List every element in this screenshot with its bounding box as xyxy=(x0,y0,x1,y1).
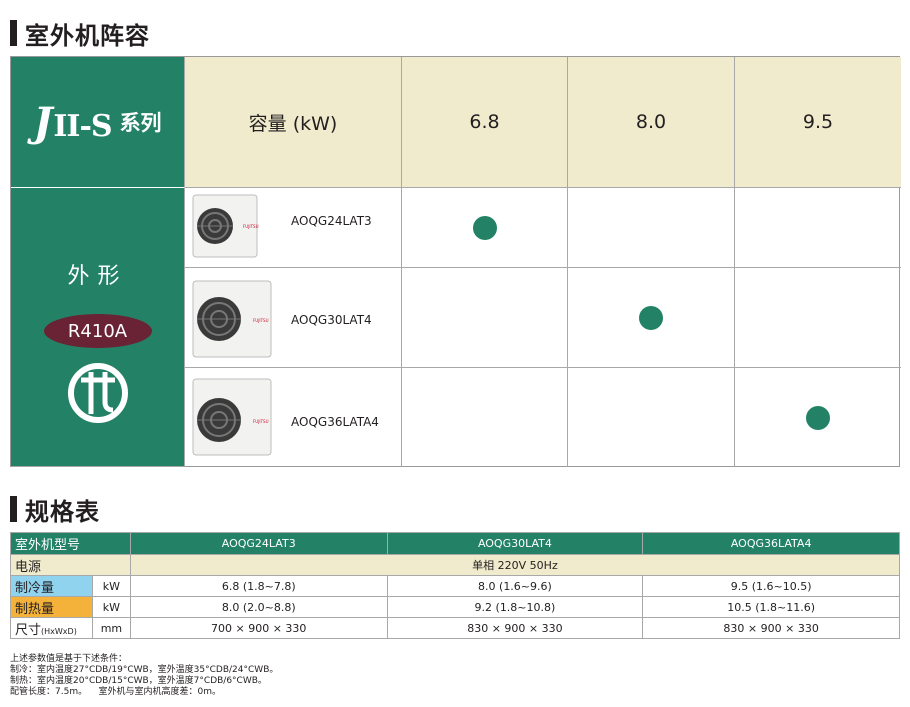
size-label: 尺寸 xyxy=(15,622,42,638)
dot-cell xyxy=(568,368,735,467)
heating-value: 10.5 (1.8~11.6) xyxy=(642,596,900,618)
size-row: 尺寸(HxWxD) mm 700 × 900 × 330 830 × 900 ×… xyxy=(10,617,900,639)
series-suffix: 系列 xyxy=(119,111,162,135)
model-name: AOQG36LATA4 xyxy=(291,415,379,429)
lineup-title-text: 室外机阵容 xyxy=(25,21,150,50)
note-line: 配管长度：7.5m。 室外机与室内机高度差：0m。 xyxy=(10,687,222,697)
dot-cell xyxy=(402,188,568,268)
spec-section-title: 规格表 xyxy=(10,494,100,526)
dot-cell xyxy=(568,188,735,268)
lineup-section-title: 室外机阵容 xyxy=(10,18,150,50)
cooling-unit: kW xyxy=(91,575,131,597)
size-value: 830 × 900 × 330 xyxy=(386,617,644,639)
note-line: 制冷：室内温度27°CDB/19°CWB，室外温度35°CDB/24°CWB。 xyxy=(10,665,279,675)
model-header-label: 室外机型号 xyxy=(10,532,131,555)
spec-header-row: 室外机型号 AOQG24LAT3 AOQG30LAT4 AOQG36LATA4 xyxy=(10,532,900,555)
test-conditions-notes: 上述参数值是基于下述条件： 制冷：室内温度27°CDB/19°CWB，室外温度3… xyxy=(10,654,278,698)
outdoor-unit-image: FUJITSU xyxy=(191,278,272,360)
refrigerant-badge: R410A xyxy=(43,314,152,348)
series-name-cell: JII-S 系列 xyxy=(11,57,185,188)
power-row: 电源 单相 220V 50Hz xyxy=(10,554,901,576)
model-cell: FUJITSU AOQG24LAT3 xyxy=(185,188,402,268)
dot-cell xyxy=(402,268,568,368)
size-sub-label: (HxWxD) xyxy=(41,626,77,636)
available-dot xyxy=(806,405,830,430)
power-value: 单相 220V 50Hz xyxy=(129,554,901,576)
heating-label: 制热量 xyxy=(10,596,93,618)
cooling-row: 制冷量 kW 6.8 (1.8~7.8) 8.0 (1.6~9.6) 9.5 (… xyxy=(10,575,900,597)
dot-cell xyxy=(735,188,901,268)
appearance-label: 外形 xyxy=(67,264,128,289)
svg-text:FUJITSU: FUJITSU xyxy=(253,419,269,424)
cooling-value: 9.5 (1.6~10.5) xyxy=(642,575,900,597)
cooling-value: 6.8 (1.8~7.8) xyxy=(129,575,388,597)
capacity-value-cell: 9.5 xyxy=(735,57,901,188)
spec-title-text: 规格表 xyxy=(25,497,100,526)
model-header: AOQG24LAT3 xyxy=(129,532,388,555)
capacity-value-cell: 8.0 xyxy=(568,57,735,188)
model-name: AOQG24LAT3 xyxy=(291,214,372,228)
model-name: AOQG30LAT4 xyxy=(291,313,372,327)
heating-row: 制热量 kW 8.0 (2.0~8.8) 9.2 (1.8~10.8) 10.5… xyxy=(10,596,900,618)
note-line: 制热：室内温度20°CDB/15°CWB，室外温度7°CDB/6°CWB。 xyxy=(10,676,267,686)
series-logo: JII-S xyxy=(33,98,112,146)
energy-mark-icon xyxy=(67,362,129,428)
size-unit: mm xyxy=(91,617,131,639)
cooling-label: 制冷量 xyxy=(10,575,93,597)
heating-unit: kW xyxy=(91,596,131,618)
dot-cell xyxy=(735,368,901,467)
note-line: 上述参数值是基于下述条件： xyxy=(10,654,128,664)
outdoor-unit-image: FUJITSU xyxy=(191,376,272,460)
size-label-cell: 尺寸(HxWxD) xyxy=(10,617,93,639)
spec-table: 室外机型号 AOQG24LAT3 AOQG30LAT4 AOQG36LATA4 … xyxy=(10,532,901,639)
capacity-label-cell: 容量 (kW) xyxy=(185,57,402,188)
heating-value: 8.0 (2.0~8.8) xyxy=(129,596,388,618)
dot-cell xyxy=(402,368,568,467)
available-dot xyxy=(472,215,497,240)
cooling-value: 8.0 (1.6~9.6) xyxy=(386,575,644,597)
outdoor-unit-image: FUJITSU xyxy=(191,192,263,262)
title-bar-marker xyxy=(10,20,17,46)
available-dot xyxy=(639,305,663,330)
size-value: 830 × 900 × 330 xyxy=(642,617,900,639)
capacity-value-cell: 6.8 xyxy=(402,57,568,188)
dot-cell xyxy=(735,268,901,368)
lineup-table: JII-S 系列 容量 (kW) 6.8 8.0 9.5 外形 R410A FU… xyxy=(10,56,901,467)
svg-text:FUJITSU: FUJITSU xyxy=(243,224,259,229)
model-header: AOQG30LAT4 xyxy=(386,532,644,555)
size-value: 700 × 900 × 330 xyxy=(129,617,388,639)
model-cell: FUJITSU AOQG30LAT4 xyxy=(185,268,402,368)
model-header: AOQG36LATA4 xyxy=(642,532,900,555)
power-label: 电源 xyxy=(10,554,131,576)
svg-text:FUJITSU: FUJITSU xyxy=(253,318,269,323)
model-cell: FUJITSU AOQG36LATA4 xyxy=(185,368,402,467)
dot-cell xyxy=(568,268,735,368)
heating-value: 9.2 (1.8~10.8) xyxy=(386,596,644,618)
title-bar-marker xyxy=(10,496,17,522)
appearance-cell: 外形 R410A xyxy=(11,188,185,467)
